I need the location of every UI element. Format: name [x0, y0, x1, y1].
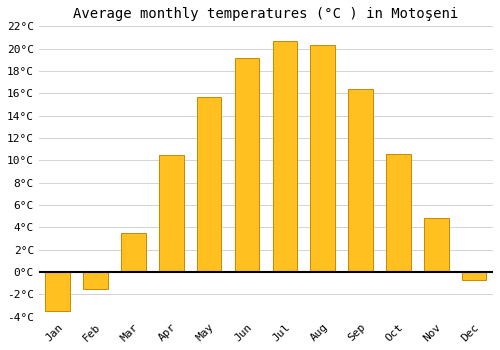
Bar	[46, 272, 70, 311]
Bar	[462, 272, 486, 280]
Bar	[159, 155, 184, 272]
Bar	[310, 45, 335, 272]
Bar	[234, 57, 260, 272]
Title: Average monthly temperatures (°C ) in Motoşeni: Average monthly temperatures (°C ) in Mo…	[74, 7, 458, 21]
Bar	[272, 41, 297, 272]
Bar	[386, 154, 410, 272]
Bar	[197, 97, 222, 272]
Bar	[84, 272, 108, 289]
Bar	[348, 89, 373, 272]
Bar	[424, 218, 448, 272]
Bar	[121, 233, 146, 272]
